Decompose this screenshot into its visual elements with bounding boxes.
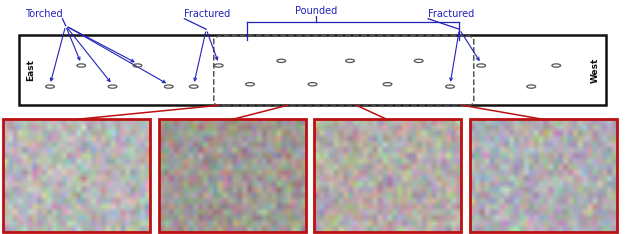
Text: Torched: Torched	[25, 9, 62, 19]
Text: East: East	[26, 59, 35, 81]
Text: Fractured: Fractured	[184, 9, 231, 19]
Text: West: West	[591, 58, 600, 83]
Bar	[314, 119, 461, 232]
Bar	[159, 119, 306, 232]
Text: Fractured: Fractured	[428, 9, 474, 19]
Text: Pounded: Pounded	[294, 6, 337, 16]
Bar	[3, 119, 150, 232]
Bar	[470, 119, 617, 232]
Bar	[19, 35, 606, 105]
